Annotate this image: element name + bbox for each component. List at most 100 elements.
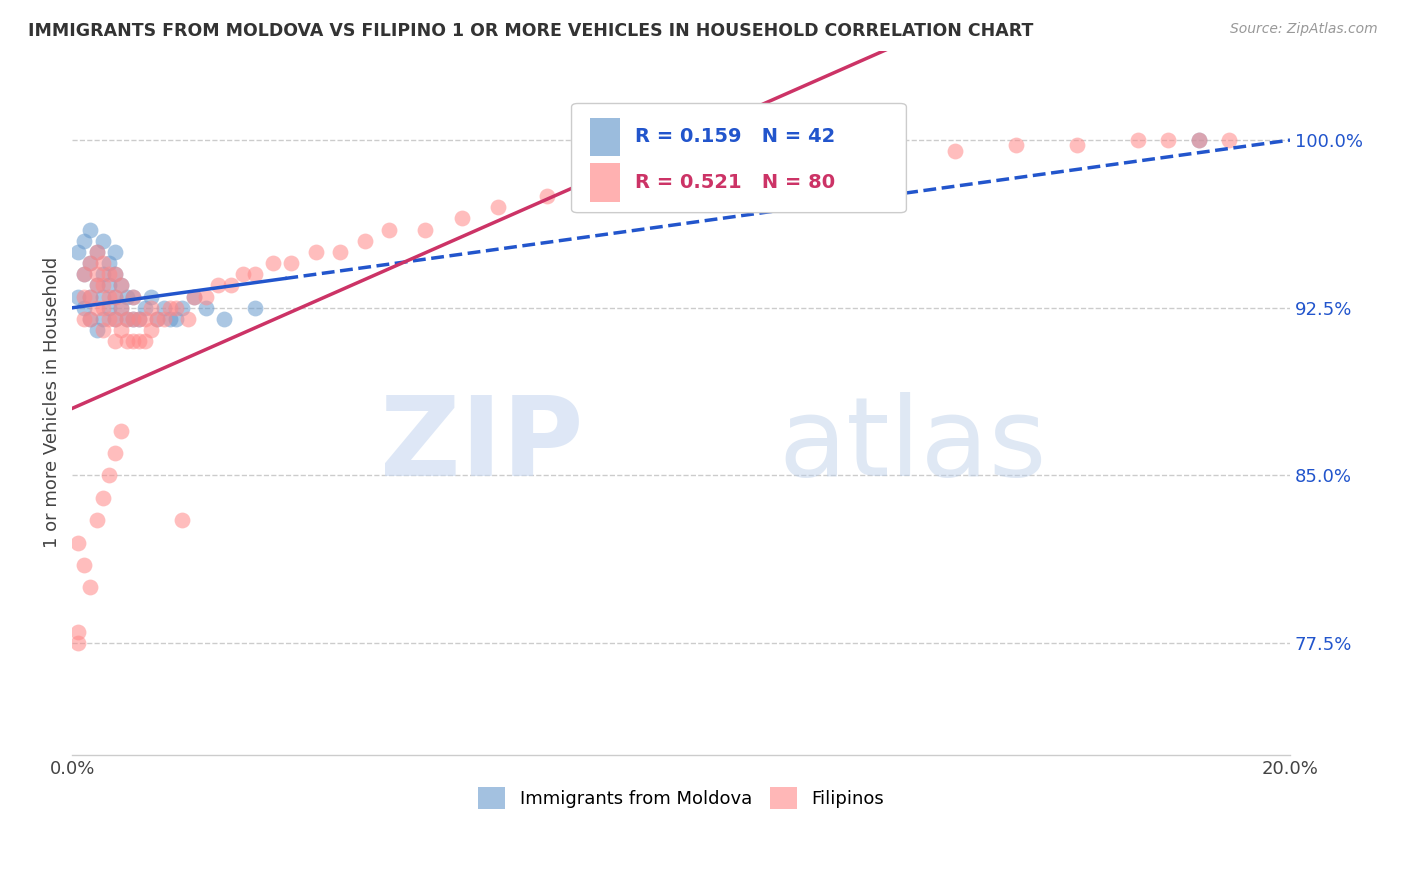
Point xyxy=(219,278,242,293)
Text: atlas: atlas xyxy=(779,392,1047,499)
Point xyxy=(122,312,145,326)
Point xyxy=(1218,133,1240,147)
Point xyxy=(73,558,96,572)
Point xyxy=(104,244,127,259)
Point xyxy=(1066,137,1088,152)
Legend: Immigrants from Moldova, Filipinos: Immigrants from Moldova, Filipinos xyxy=(471,780,891,816)
Point xyxy=(1126,133,1149,147)
Point xyxy=(152,312,174,326)
Point xyxy=(146,312,169,326)
Point xyxy=(86,278,108,293)
Point xyxy=(122,334,145,349)
Point xyxy=(943,145,966,159)
Point xyxy=(115,334,138,349)
Point xyxy=(115,312,138,326)
Text: Source: ZipAtlas.com: Source: ZipAtlas.com xyxy=(1230,22,1378,37)
Point xyxy=(73,290,96,304)
Text: R = 0.159   N = 42: R = 0.159 N = 42 xyxy=(636,128,835,146)
Point xyxy=(91,301,114,315)
Point xyxy=(104,290,127,304)
Point xyxy=(79,256,101,270)
Point xyxy=(141,301,163,315)
Point xyxy=(73,267,96,281)
Point xyxy=(177,312,200,326)
Point xyxy=(183,290,205,304)
Point xyxy=(73,267,96,281)
Point xyxy=(183,290,205,304)
Point xyxy=(91,323,114,337)
FancyBboxPatch shape xyxy=(589,118,620,156)
Point xyxy=(110,278,132,293)
Point xyxy=(122,312,145,326)
Point xyxy=(91,312,114,326)
Point xyxy=(329,244,352,259)
Point xyxy=(79,290,101,304)
Point xyxy=(67,244,90,259)
Point xyxy=(104,312,127,326)
Point xyxy=(700,167,723,181)
Point xyxy=(128,312,150,326)
Point xyxy=(883,145,905,159)
Point xyxy=(1188,133,1211,147)
Point xyxy=(640,167,662,181)
Point xyxy=(1157,133,1180,147)
Point xyxy=(91,267,114,281)
Point xyxy=(86,513,108,527)
Point xyxy=(170,301,193,315)
Point xyxy=(159,312,181,326)
Point xyxy=(141,323,163,337)
Point xyxy=(86,244,108,259)
Point xyxy=(115,312,138,326)
Y-axis label: 1 or more Vehicles in Household: 1 or more Vehicles in Household xyxy=(44,257,60,549)
Point xyxy=(79,580,101,594)
Point xyxy=(79,256,101,270)
Point xyxy=(104,267,127,281)
Point xyxy=(134,301,156,315)
Point xyxy=(128,334,150,349)
Point xyxy=(97,301,120,315)
Point xyxy=(91,256,114,270)
Point xyxy=(243,267,266,281)
Point xyxy=(110,278,132,293)
Point xyxy=(134,312,156,326)
Point xyxy=(97,312,120,326)
Point xyxy=(67,290,90,304)
Point xyxy=(761,155,783,169)
Point xyxy=(415,222,437,236)
Point xyxy=(110,301,132,315)
Text: R = 0.521   N = 80: R = 0.521 N = 80 xyxy=(636,173,835,192)
Point xyxy=(353,234,375,248)
Point xyxy=(67,636,90,650)
Point xyxy=(104,334,127,349)
Point xyxy=(104,267,127,281)
FancyBboxPatch shape xyxy=(571,103,907,212)
Point xyxy=(91,290,114,304)
Point xyxy=(67,535,90,549)
Point xyxy=(79,312,101,326)
Point xyxy=(110,323,132,337)
Point xyxy=(134,334,156,349)
Point xyxy=(1005,137,1028,152)
Point xyxy=(73,234,96,248)
Point xyxy=(91,491,114,505)
Point xyxy=(165,312,187,326)
Point xyxy=(195,290,218,304)
Point xyxy=(73,312,96,326)
Point xyxy=(1188,133,1211,147)
Point xyxy=(122,290,145,304)
Point xyxy=(86,278,108,293)
Point xyxy=(86,301,108,315)
FancyBboxPatch shape xyxy=(589,163,620,202)
Point xyxy=(232,267,254,281)
Point xyxy=(104,312,127,326)
Point xyxy=(141,290,163,304)
Point xyxy=(159,301,181,315)
Point xyxy=(97,468,120,483)
Point xyxy=(451,211,474,226)
Point xyxy=(170,513,193,527)
Point xyxy=(243,301,266,315)
Point xyxy=(104,446,127,460)
Point xyxy=(280,256,302,270)
Point xyxy=(97,290,120,304)
Point xyxy=(214,312,236,326)
